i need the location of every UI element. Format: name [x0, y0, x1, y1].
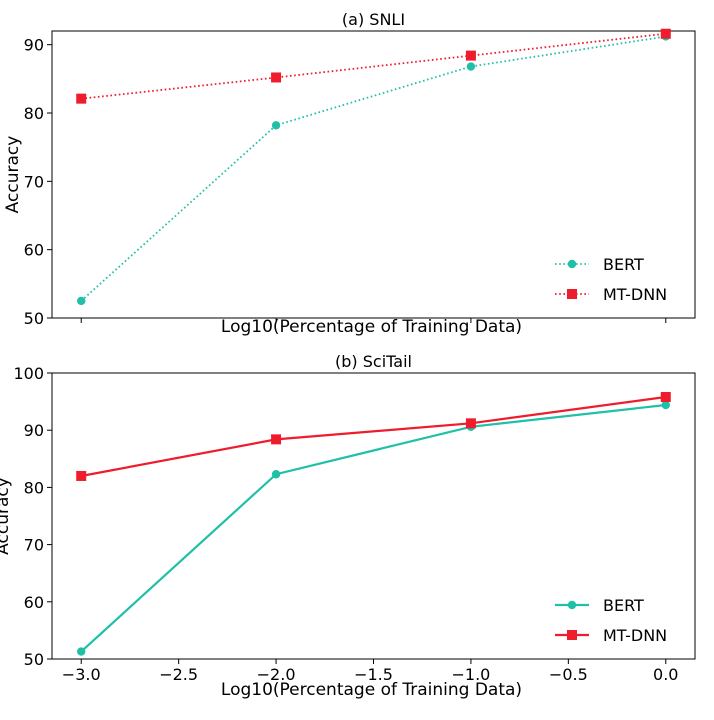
y-tick-label: 60 [24, 241, 44, 260]
x-tick-label: −3.0 [62, 665, 101, 684]
panel-snli: (a) SNLI 50 60 70 80 90 Log10(Percentage of Tr… [3, 10, 696, 337]
chart-title: (b) SciTail [335, 352, 412, 371]
data-point-bert [271, 470, 281, 479]
panel-scitail: (b) SciTail 50 60 70 80 90 100 −3.0 −2.5 −2.0 −1.5… [0, 352, 696, 700]
y-tick-label: 70 [24, 536, 44, 555]
data-point-bert [661, 400, 670, 410]
series-line-bert [80, 403, 666, 653]
data-point-bert [77, 647, 86, 656]
data-point-mt-dnn [660, 392, 671, 403]
data-point-mt-dnn [76, 93, 87, 104]
y-axis-label: Accuracy [0, 477, 13, 555]
x-tick-label: −1.0 [451, 665, 490, 684]
legend-marker-bert [567, 600, 577, 610]
legend-marker-mt-dnn [567, 630, 577, 640]
x-tick-label: −2.0 [257, 665, 296, 684]
data-point-bert [271, 121, 281, 130]
legend-marker-bert [567, 259, 577, 269]
y-tick-label: 100 [13, 364, 44, 383]
legend-label-bert: BERT [603, 255, 644, 274]
data-point-mt-dnn [465, 50, 476, 61]
legend-label-mt-dnn: MT-DNN [603, 285, 667, 304]
data-point-mt-dnn [660, 28, 671, 39]
y-tick-label: 80 [24, 478, 44, 497]
data-point-mt-dnn [465, 418, 476, 429]
legend-marker-mt-dnn [567, 289, 577, 299]
x-axis-label: Log10(Percentage of Training Data) [221, 317, 522, 337]
series-line-mt-dnn [80, 395, 666, 478]
plot-frame [51, 372, 696, 660]
x-tick-label: −1.5 [354, 665, 393, 684]
legend-label-bert: BERT [603, 596, 644, 615]
data-point-mt-dnn [76, 470, 87, 481]
y-tick-label: 60 [24, 593, 44, 612]
x-tick-label: −0.5 [549, 665, 588, 684]
series-line-mt-dnn [81, 32, 666, 100]
y-tick-label: 70 [24, 172, 44, 191]
x-tick-label: 0.0 [653, 665, 678, 684]
chart-title: (a) SNLI [342, 10, 405, 29]
x-axis-label: Log10(Percentage of Training Data) [221, 680, 522, 700]
data-point-mt-dnn [271, 434, 282, 445]
y-tick-label: 90 [24, 36, 44, 55]
y-tick-label: 80 [24, 104, 44, 123]
data-point-bert [77, 296, 86, 306]
series-line-bert [80, 35, 666, 302]
data-point-mt-dnn [271, 72, 282, 83]
y-tick-label: 50 [24, 650, 44, 669]
x-tick-label: −2.5 [159, 665, 198, 684]
y-tick-label: 90 [24, 421, 44, 440]
legend-label-mt-dnn: MT-DNN [603, 626, 667, 645]
plot-frame [51, 30, 696, 319]
y-tick-label: 50 [24, 309, 44, 328]
y-axis-label: Accuracy [3, 136, 23, 214]
data-point-bert [466, 62, 476, 71]
